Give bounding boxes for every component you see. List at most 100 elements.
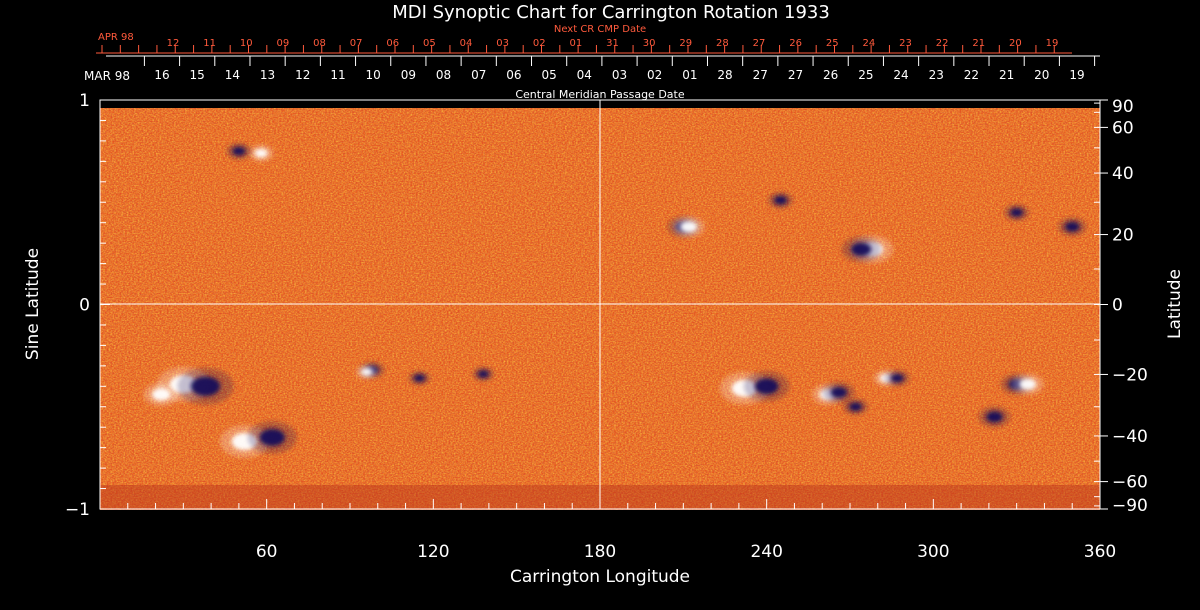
next-cr-date-label: 27 [753, 38, 766, 49]
y-right-tick-label: 90 [1112, 97, 1134, 117]
positive-polarity-region [680, 221, 698, 233]
x-tick-label: 240 [750, 542, 782, 562]
y-right-tick-label: 20 [1112, 226, 1134, 246]
cmp-date-label: 09 [401, 68, 416, 82]
next-cr-date-label: 04 [460, 38, 473, 49]
cmp-date-label: 22 [964, 68, 979, 82]
next-cr-date-label: 10 [240, 38, 253, 49]
cmp-date-label: 13 [260, 68, 275, 82]
y-right-tick-label: 0 [1112, 296, 1123, 316]
y-right-tick-label: −60 [1112, 473, 1148, 493]
x-tick-label: 300 [917, 542, 949, 562]
cmp-date-label: 25 [858, 68, 873, 82]
next-cr-date-label: 28 [716, 38, 729, 49]
cmp-date-label: 23 [929, 68, 944, 82]
y-right-tick-label: 60 [1112, 118, 1134, 138]
x-tick-label: 60 [256, 542, 278, 562]
next-cr-month-label: APR 98 [98, 32, 134, 43]
next-cr-date-label: 09 [277, 38, 290, 49]
cmp-date-label: 21 [999, 68, 1014, 82]
y-right-tick-label: 40 [1112, 164, 1134, 184]
cmp-date-label: 06 [506, 68, 521, 82]
negative-polarity-region [830, 386, 848, 399]
y-right-tick-label: −90 [1112, 496, 1148, 516]
y-axis-left: −1 0 1 [65, 91, 110, 520]
cmp-date-label: 27 [753, 68, 768, 82]
positive-polarity-region [1019, 378, 1037, 390]
negative-polarity-region [190, 376, 221, 397]
x-tick-label: 360 [1084, 542, 1116, 562]
next-cr-date-label: 26 [789, 38, 802, 49]
cmp-date-axis: 16 15 14 13 12 11 10 09 08 07 06 05 04 03 02 01 28 27 27 26… [106, 55, 1100, 82]
next-cr-date-label: 24 [863, 38, 876, 49]
cmp-date-label: 05 [541, 68, 556, 82]
next-cr-date-axis: 12 11 10 09 08 07 06 05 04 03 02 01 31 30 29 28 27 26 25 24… [96, 38, 1072, 54]
next-cr-date-label: 05 [423, 38, 436, 49]
cmp-month-label: MAR 98 [84, 69, 130, 83]
next-cr-date-label: 29 [679, 38, 692, 49]
negative-polarity-region [232, 146, 246, 156]
next-cr-date-label: 19 [1046, 38, 1059, 49]
negative-polarity-region [1064, 221, 1080, 232]
cmp-date-label: 02 [647, 68, 662, 82]
y-right-tick-label: −20 [1112, 365, 1148, 385]
negative-polarity-region [754, 378, 779, 395]
y-left-tick-label: −1 [65, 500, 90, 520]
cmp-date-label: 27 [788, 68, 803, 82]
next-cr-date-label: 02 [533, 38, 546, 49]
negative-polarity-region [986, 411, 1003, 423]
y-left-tick-label: 1 [79, 91, 90, 111]
y-left-tick-label: 0 [79, 296, 90, 316]
next-cr-date-label: 08 [313, 38, 326, 49]
next-cr-date-label: 06 [386, 38, 399, 49]
next-cr-date-label: 31 [606, 38, 619, 49]
cmp-date-label: 19 [1069, 68, 1084, 82]
cmp-date-label: 26 [823, 68, 838, 82]
x-axis: 60 120 180 240 300 360 [127, 499, 1116, 562]
cmp-date-label: 01 [682, 68, 697, 82]
y-right-tick-label: −40 [1112, 427, 1148, 447]
cmp-date-label: 28 [717, 68, 732, 82]
negative-polarity-region [890, 373, 904, 383]
cmp-date-label: 15 [190, 68, 205, 82]
cmp-date-label: 10 [366, 68, 381, 82]
next-cr-date-label: 30 [643, 38, 656, 49]
cmp-date-label: 08 [436, 68, 451, 82]
cmp-date-label: 24 [893, 68, 908, 82]
cmp-date-label: 20 [1034, 68, 1049, 82]
next-cr-date-label: 12 [167, 38, 180, 49]
negative-polarity-region [477, 370, 490, 378]
cmp-date-label: 07 [471, 68, 486, 82]
x-tick-label: 120 [417, 542, 449, 562]
negative-polarity-region [413, 374, 426, 382]
next-cr-date-label: 23 [899, 38, 912, 49]
next-cr-date-label: 11 [203, 38, 216, 49]
next-cr-date-label: 01 [570, 38, 583, 49]
negative-polarity-region [848, 402, 863, 412]
active-regions [143, 142, 1087, 458]
next-cr-date-label: 03 [496, 38, 509, 49]
x-tick-label: 180 [584, 542, 616, 562]
positive-polarity-region [254, 148, 268, 158]
y-axis-left-label: Sine Latitude [23, 248, 43, 360]
next-cr-date-label: 25 [826, 38, 839, 49]
next-cr-date-label: 20 [1009, 38, 1022, 49]
next-cr-axis-label: Next CR CMP Date [554, 24, 646, 35]
negative-polarity-region [1010, 208, 1024, 217]
next-cr-date-label: 22 [936, 38, 949, 49]
next-cr-date-label: 21 [972, 38, 985, 49]
cmp-axis-label: Central Meridian Passage Date [515, 88, 684, 101]
negative-polarity-region [773, 195, 788, 205]
cmp-date-label: 12 [295, 68, 310, 82]
x-axis-label: Carrington Longitude [510, 567, 690, 587]
positive-polarity-region [360, 368, 373, 376]
cmp-date-label: 14 [225, 68, 240, 82]
next-cr-date-label: 07 [350, 38, 363, 49]
cmp-date-label: 04 [577, 68, 592, 82]
negative-polarity-region [259, 428, 286, 447]
cmp-date-label: 11 [330, 68, 345, 82]
chart-title: MDI Synoptic Chart for Carrington Rotati… [392, 2, 830, 23]
cmp-date-label: 03 [612, 68, 627, 82]
